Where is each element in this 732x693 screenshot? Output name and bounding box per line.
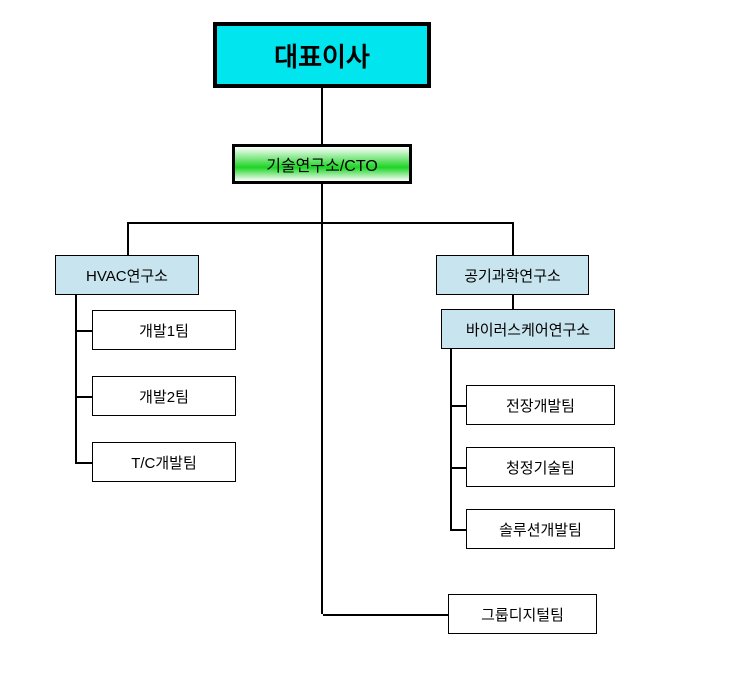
node-label: 청정기술팀	[506, 457, 575, 478]
connector-line	[127, 222, 129, 255]
node-solution: 솔루션개발팀	[466, 509, 615, 549]
node-label: 솔루션개발팀	[499, 519, 582, 540]
connector-line	[75, 295, 77, 462]
connector-line	[512, 222, 514, 255]
node-tc: T/C개발팀	[92, 442, 236, 482]
node-virus: 바이러스케어연구소	[441, 309, 615, 349]
node-ceo: 대표이사	[213, 22, 431, 88]
node-label: 대표이사	[274, 37, 370, 74]
node-dev1: 개발1팀	[92, 310, 236, 350]
node-label: T/C개발팀	[131, 452, 197, 473]
node-label: 전장개발팀	[506, 395, 575, 416]
node-label: 개발2팀	[139, 386, 189, 407]
node-air: 공기과학연구소	[436, 255, 589, 295]
node-dev2: 개발2팀	[92, 376, 236, 416]
node-cto: 기술연구소/CTO	[232, 144, 412, 184]
connector-line	[450, 467, 466, 469]
connector-line	[75, 396, 92, 398]
node-field: 전장개발팀	[466, 385, 615, 425]
connector-line	[321, 88, 323, 144]
node-clean: 청정기술팀	[466, 447, 615, 487]
node-label: 개발1팀	[139, 320, 189, 341]
node-label: 기술연구소/CTO	[266, 152, 378, 176]
node-label: HVAC연구소	[86, 265, 168, 286]
connector-line	[323, 614, 448, 616]
connector-line	[450, 405, 466, 407]
connector-line	[127, 222, 514, 224]
node-hvac: HVAC연구소	[55, 255, 199, 295]
node-digital: 그룹디지털팀	[448, 594, 597, 634]
node-label: 공기과학연구소	[464, 265, 561, 286]
connector-line	[75, 462, 92, 464]
connector-line	[450, 349, 452, 529]
connector-line	[321, 184, 323, 614]
node-label: 그룹디지털팀	[481, 604, 564, 625]
node-label: 바이러스케어연구소	[466, 319, 590, 340]
connector-line	[450, 529, 466, 531]
connector-line	[75, 330, 92, 332]
connector-line	[512, 295, 514, 309]
